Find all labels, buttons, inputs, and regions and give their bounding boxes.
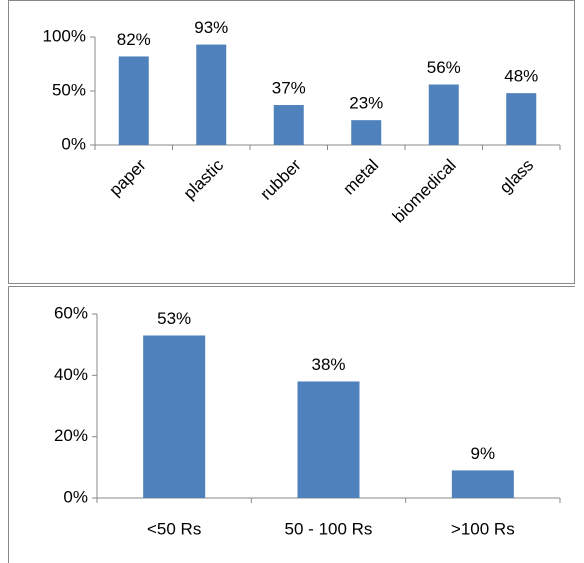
x-tick-label: glass bbox=[496, 156, 537, 197]
bar bbox=[196, 44, 227, 146]
y-tick-label: 60% bbox=[54, 303, 88, 322]
y-tick-label: 40% bbox=[54, 365, 88, 384]
data-label: 9% bbox=[471, 444, 496, 463]
bar bbox=[506, 93, 537, 145]
data-label: 53% bbox=[157, 309, 191, 328]
y-tick-label: 0% bbox=[61, 134, 86, 153]
x-tick-label: metal bbox=[339, 156, 382, 199]
x-tick-label: 50 - 100 Rs bbox=[285, 519, 373, 538]
bar bbox=[428, 84, 459, 145]
bar bbox=[451, 470, 514, 498]
data-label: 38% bbox=[311, 355, 345, 374]
data-label: 93% bbox=[194, 18, 228, 37]
data-label: 48% bbox=[504, 67, 538, 86]
data-label: 82% bbox=[117, 30, 151, 49]
data-label: 56% bbox=[427, 58, 461, 77]
panel-frame bbox=[8, 0, 575, 284]
y-tick-label: 100% bbox=[43, 26, 86, 45]
x-tick-label: biomedical bbox=[389, 156, 460, 227]
y-tick-label: 50% bbox=[52, 80, 86, 99]
y-tick-label: 20% bbox=[54, 426, 88, 445]
bar bbox=[351, 120, 382, 145]
x-tick-label: >100 Rs bbox=[451, 519, 515, 538]
data-label: 23% bbox=[349, 94, 383, 113]
bar bbox=[273, 105, 304, 145]
x-tick-label: rubber bbox=[257, 155, 305, 203]
x-tick-label: paper bbox=[106, 155, 150, 199]
bar bbox=[297, 381, 360, 498]
x-tick-label: plastic bbox=[180, 155, 228, 203]
data-label: 37% bbox=[272, 79, 306, 98]
bar bbox=[143, 335, 206, 498]
x-tick-label: <50 Rs bbox=[147, 519, 201, 538]
bar bbox=[118, 56, 149, 145]
y-tick-label: 0% bbox=[63, 487, 88, 506]
